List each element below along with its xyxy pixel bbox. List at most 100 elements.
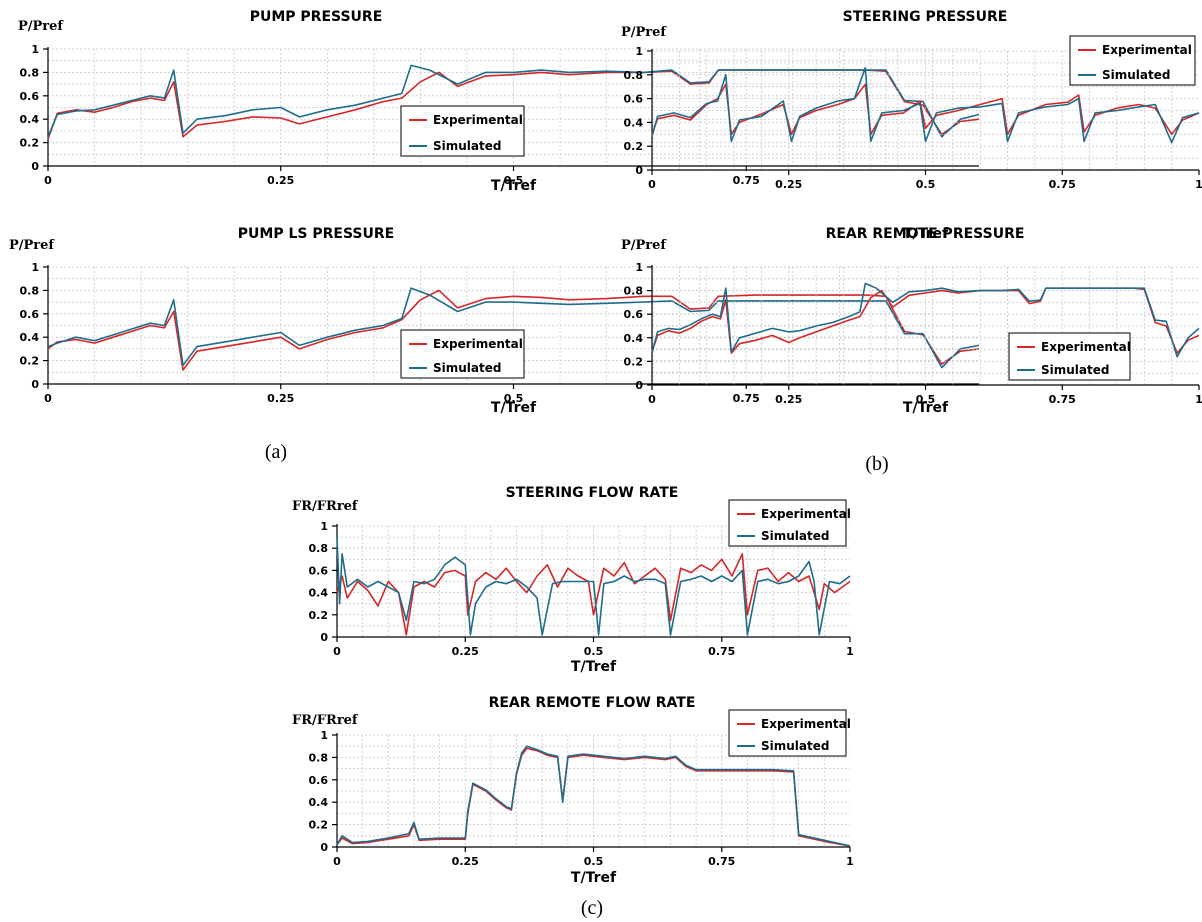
y-tick-label: 0 — [320, 841, 328, 854]
legend-label: Experimental — [433, 337, 523, 351]
legend-box — [400, 329, 525, 379]
y-axis-label: FR/FRref — [292, 499, 359, 514]
x-tick-label: 0.75 — [708, 855, 735, 868]
legend-box — [1008, 332, 1131, 381]
legend-label: Experimental — [1041, 340, 1131, 354]
x-tick-label: 0.5 — [584, 645, 604, 658]
x-tick-label: 1 — [846, 645, 854, 658]
y-tick-label: 1 — [635, 261, 643, 274]
caption-c: (c) — [581, 897, 603, 919]
x-axis-label: T/Tref — [491, 178, 537, 194]
chart-title: STEERING PRESSURE — [843, 9, 1008, 25]
x-tick-label: 0.25 — [775, 393, 802, 406]
y-tick-label: 0.8 — [20, 66, 40, 79]
x-tick-label: 0 — [648, 393, 656, 406]
x-tick-label: 0.75 — [708, 645, 735, 658]
x-tick-label: 0.75 — [1049, 178, 1076, 191]
y-tick-label: 0.6 — [309, 774, 329, 787]
chart-title: PUMP LS PRESSURE — [238, 226, 394, 242]
x-tick-label: 0.5 — [916, 178, 936, 191]
legend: Experimental Simulated — [1069, 35, 1196, 86]
x-tick-label: 1 — [1195, 178, 1202, 191]
legend-box — [1069, 35, 1196, 86]
series-line-simulated — [651, 66, 1200, 144]
x-tick-label: 0 — [44, 174, 52, 187]
y-tick-label: 0 — [320, 631, 328, 644]
series-line-simulated — [651, 282, 1200, 358]
series-line-simulated — [47, 64, 980, 138]
y-tick-label: 0 — [635, 164, 643, 177]
y-tick-label: 0.2 — [309, 819, 329, 832]
legend-label: Simulated — [761, 529, 829, 543]
y-tick-label: 0.8 — [309, 542, 329, 555]
x-tick-label: 0.5 — [916, 393, 936, 406]
y-tick-label: 0.4 — [624, 332, 644, 345]
y-tick-label: 0.2 — [624, 355, 644, 368]
x-tick-label: 0.75 — [733, 392, 760, 405]
y-tick-label: 0.4 — [309, 796, 329, 809]
x-axis-label: T/Tref — [571, 870, 617, 886]
y-tick-label: 0.6 — [624, 93, 644, 106]
legend-label: Simulated — [433, 361, 501, 375]
y-tick-label: 0.2 — [624, 140, 644, 153]
chart-panel: 0 0.2 0.4 0.6 0.8 1 0 0.25 0.5 0.75 1 STEERING FLOW… — [292, 485, 854, 675]
x-axis-label: T/Tref — [903, 226, 949, 242]
y-tick-label: 1 — [320, 520, 328, 533]
x-tick-label: 0.25 — [267, 392, 294, 405]
y-tick-label: 0.2 — [309, 609, 329, 622]
x-tick-label: 0.75 — [733, 174, 760, 187]
chart-title: REAR REMOTE PRESSURE — [826, 226, 1025, 242]
y-tick-label: 0.4 — [624, 116, 644, 129]
x-tick-label: 0.5 — [584, 855, 604, 868]
series-line-simulated — [336, 537, 851, 636]
chart-title: PUMP PRESSURE — [250, 9, 383, 25]
x-tick-label: 0 — [648, 178, 656, 191]
legend-label: Experimental — [761, 717, 851, 731]
x-tick-label: 0 — [333, 645, 341, 658]
legend: Experimental Simulated — [728, 499, 851, 547]
caption-a: (a) — [265, 441, 287, 463]
chart-panel: 0 0.2 0.4 0.6 0.8 1 0 0.25 0.5 0.75 1 REAR REMOTE F… — [292, 695, 854, 886]
y-tick-label: 0.8 — [309, 751, 329, 764]
legend: Experimental Simulated — [400, 105, 525, 157]
y-tick-label: 0 — [635, 379, 643, 392]
x-tick-label: 0.25 — [775, 178, 802, 191]
y-tick-label: 0.6 — [309, 564, 329, 577]
y-tick-label: 0.4 — [309, 587, 329, 600]
x-tick-label: 0 — [44, 392, 52, 405]
chart-title: REAR REMOTE FLOW RATE — [489, 695, 696, 711]
y-tick-label: 0.6 — [20, 90, 40, 103]
y-tick-label: 1 — [31, 261, 39, 274]
legend: Experimental Simulated — [400, 329, 525, 379]
legend-box — [400, 105, 525, 157]
y-tick-label: 0.4 — [20, 113, 40, 126]
x-tick-label: 0 — [333, 855, 341, 868]
x-tick-label: 0.25 — [267, 174, 294, 187]
y-tick-label: 0.2 — [20, 355, 40, 368]
y-axis-label: FR/FRref — [292, 713, 359, 728]
x-axis-label: T/Tref — [903, 400, 949, 416]
y-tick-label: 0.2 — [20, 137, 40, 150]
y-tick-label: 0.8 — [624, 69, 644, 82]
x-tick-label: 0.75 — [1049, 393, 1076, 406]
x-tick-label: 1 — [846, 855, 854, 868]
y-tick-label: 0 — [31, 378, 39, 391]
chart-title: STEERING FLOW RATE — [506, 485, 679, 501]
legend-label: Simulated — [761, 739, 829, 753]
y-axis-label: P/Pref — [9, 238, 55, 253]
x-tick-label: 1 — [1195, 393, 1202, 406]
legend-label: Experimental — [1102, 43, 1192, 57]
caption-b: (b) — [865, 453, 888, 475]
y-tick-label: 0 — [31, 160, 39, 173]
legend-box — [728, 499, 847, 547]
x-axis-label: T/Tref — [571, 659, 617, 675]
legend-label: Experimental — [433, 113, 523, 127]
series-line-simulated — [47, 287, 980, 369]
legend-label: Simulated — [433, 139, 501, 153]
legend-label: Simulated — [1102, 68, 1170, 82]
legend-label: Experimental — [761, 507, 851, 521]
chart-panel: 0 0.2 0.4 0.6 0.8 1 0 0.25 0.5 0.75 PUMP PRESSURE P… — [18, 9, 980, 194]
series-line-experimental — [47, 289, 980, 371]
x-tick-label: 0.5 — [504, 392, 524, 405]
